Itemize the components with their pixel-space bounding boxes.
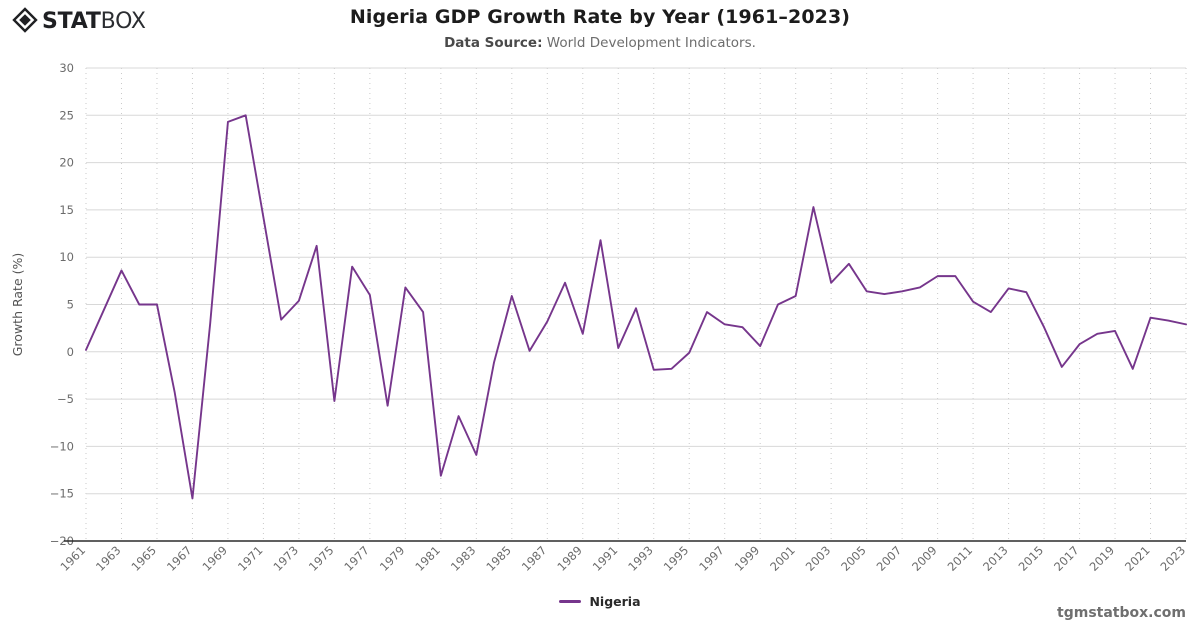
x-axis-tick-label: 1999 <box>732 543 763 574</box>
x-axis-tick-label: 2001 <box>767 543 798 574</box>
x-axis-tick-label: 2015 <box>1016 543 1047 574</box>
y-axis-tick-label: 30 <box>59 61 74 75</box>
brand-name: STATBOX <box>42 11 146 33</box>
brand-name-light: BOX <box>100 9 146 34</box>
x-axis-tick-label: 1995 <box>661 543 692 574</box>
x-axis-tick-label: 1997 <box>696 543 727 574</box>
x-axis-tick-label: 1969 <box>199 543 230 574</box>
x-axis-tick-label: 1983 <box>448 543 479 574</box>
data-source-line: Data Source: World Development Indicator… <box>0 35 1200 51</box>
legend-swatch-nigeria <box>559 600 582 603</box>
y-axis-tick-label: −10 <box>50 439 74 453</box>
y-axis-tick-label: 5 <box>67 298 74 312</box>
x-axis-tick-label: 1965 <box>128 543 159 574</box>
y-axis-tick-label: −20 <box>50 534 74 548</box>
x-axis-tick-label: 2011 <box>945 543 976 574</box>
x-axis-tick-label: 1963 <box>93 543 124 574</box>
y-axis-tick-label: 0 <box>67 345 74 359</box>
x-axis-tick-label: 1967 <box>164 543 195 574</box>
x-axis-tick-label: 2017 <box>1051 543 1082 574</box>
x-axis-tick-label: 2009 <box>909 543 940 574</box>
data-source-label: Data Source: <box>444 35 543 51</box>
x-axis-tick-label: 1979 <box>377 543 408 574</box>
x-axis-tick-label: 2013 <box>980 543 1011 574</box>
y-axis-tick-label: 15 <box>59 203 74 217</box>
y-axis-tick-label: −5 <box>57 392 74 406</box>
page-title: Nigeria GDP Growth Rate by Year (1961–20… <box>349 6 851 28</box>
x-axis-tick-label: 2003 <box>803 543 834 574</box>
diamond-logo-icon <box>12 7 38 37</box>
y-axis-tick-label: −15 <box>50 487 74 501</box>
y-axis-tick-label: 10 <box>59 250 74 264</box>
x-axis-tick-label: 1977 <box>341 543 372 574</box>
x-axis-tick-label: 1971 <box>235 543 266 574</box>
x-axis-tick-label: 1991 <box>590 543 621 574</box>
x-axis-tick-label: 2021 <box>1122 543 1153 574</box>
x-axis-tick-label: 1981 <box>412 543 443 574</box>
series-line-nigeria <box>85 114 1187 500</box>
site-watermark: tgmstatbox.com <box>1057 605 1186 621</box>
x-axis-tick-label: 2019 <box>1087 543 1118 574</box>
x-axis-tick-label: 1993 <box>625 543 656 574</box>
x-axis-tick-label: 1987 <box>519 543 550 574</box>
y-axis-title: Growth Rate (%) <box>10 253 25 357</box>
x-axis-tick-label: 1989 <box>554 543 585 574</box>
brand-logo: STATBOX <box>12 7 146 37</box>
x-axis-tick-label: 1985 <box>483 543 514 574</box>
legend-label-nigeria: Nigeria <box>589 594 641 609</box>
chart-legend: Nigeria <box>0 594 1200 609</box>
y-axis-tick-label: 20 <box>59 156 74 170</box>
brand-name-bold: STAT <box>42 9 101 34</box>
x-axis-tick-label: 2023 <box>1158 543 1189 574</box>
data-source-value: World Development Indicators. <box>546 35 756 51</box>
x-axis-tick-label: 1975 <box>306 543 337 574</box>
x-axis-tick-label: 2007 <box>874 543 905 574</box>
y-axis-tick-label: 25 <box>59 108 74 122</box>
x-axis-tick-label: 2005 <box>838 543 869 574</box>
x-axis-tick-label: 1973 <box>270 543 301 574</box>
